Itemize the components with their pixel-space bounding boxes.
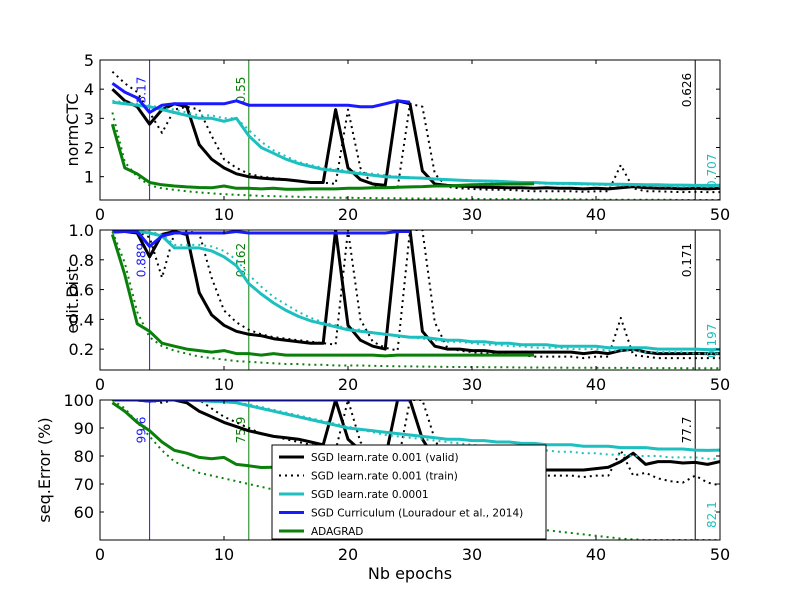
- x-tick-label-1-0: 0: [95, 205, 105, 224]
- y-tick-label-1-0: 1: [84, 168, 94, 187]
- x-tick-label-2-1: 10: [214, 375, 234, 394]
- legend-label-1: SGD learn.rate 0.001 (valid): [311, 452, 459, 464]
- x-tick-label-1-1: 10: [214, 205, 234, 224]
- series-adagrad-line-2: [110, 234, 534, 358]
- panels: 3.17 0.55 0.626 0.707 0 10 20 30 40 50 1 2 3 4 5 normCT…: [35, 51, 730, 564]
- end-label-3-1: 82.1: [705, 501, 719, 528]
- x-tick-label-2-5: 50: [710, 375, 730, 394]
- x-tick-label-1-5: 50: [710, 205, 730, 224]
- x-tick-label-3-3: 30: [462, 545, 482, 564]
- x-tick-label-2-4: 40: [586, 375, 606, 394]
- series-adagradtrain-line-1: [111, 112, 720, 200]
- series-train-line-2: [112, 230, 720, 360]
- legend-label-3: SGD learn.rate 0.0001: [311, 489, 429, 501]
- series-lr0001train-line-1: [112, 99, 720, 188]
- vline-label-1-3: 0.626: [680, 73, 694, 107]
- series-curriculum-line-2: [112, 230, 410, 248]
- x-tick-label-3-4: 40: [586, 545, 606, 564]
- y-tick-label-1-4: 5: [84, 51, 94, 70]
- x-tick-label-1-3: 30: [462, 205, 482, 224]
- y-tick-label-1-2: 3: [84, 109, 94, 128]
- x-tick-label-3-2: 20: [338, 545, 358, 564]
- legend-label-2: SGD learn.rate 0.001 (train): [311, 471, 458, 483]
- y-tick-label-3-1: 70: [74, 475, 94, 494]
- end-label-2-1: 0.197: [705, 324, 719, 358]
- series-valid-line-1: [111, 88, 720, 191]
- y-axis-label-1: normCTC: [63, 94, 82, 167]
- legend-label-5: ADAGRAD: [311, 526, 363, 538]
- y-tick-label-1-1: 2: [84, 139, 94, 158]
- series-lr0001train-line-3: [112, 400, 720, 460]
- x-tick-label-1-4: 40: [586, 205, 606, 224]
- vline-label-1-2: 0.55: [234, 77, 248, 104]
- x-tick-label-3-1: 10: [214, 545, 234, 564]
- vline-label-1-1: 3.17: [135, 77, 149, 104]
- x-tick-label-3-0: 0: [95, 545, 105, 564]
- panel-1: 3.17 0.55 0.626 0.707 0 10 20 30 40 50 1 2 3 4 5 normCT…: [63, 51, 730, 224]
- y-tick-label-2-1: 0.4: [69, 310, 94, 329]
- y-tick-label-2-4: 1.0: [69, 221, 94, 240]
- axes-frame-1: [99, 59, 721, 201]
- x-tick-label-2-0: 0: [95, 375, 105, 394]
- y-axis-label-3: seq.Error (%): [35, 417, 54, 522]
- panel-3: 99.6 75.9 77.782.10 10 20 30 40 5060708090100se…: [35, 391, 730, 564]
- y-tick-label-3-4: 100: [63, 391, 94, 410]
- series-curriculum-line-1: [111, 82, 411, 114]
- x-tick-label-2-2: 20: [338, 375, 358, 394]
- y-tick-label-2-2: 0.6: [69, 281, 94, 300]
- series-adagrad-line-1: [110, 123, 535, 191]
- series-train-line-1: [111, 70, 720, 194]
- y-tick-label-3-3: 90: [74, 419, 94, 438]
- legend-box: [271, 444, 547, 540]
- series-valid-line-3: [112, 400, 720, 472]
- y-tick-label-2-0: 0.2: [69, 340, 94, 359]
- vline-label-3-3: 77.7: [680, 417, 694, 444]
- x-tick-label-3-5: 50: [710, 545, 730, 564]
- y-tick-label-3-0: 60: [74, 503, 94, 522]
- x-tick-label-1-2: 20: [338, 205, 358, 224]
- series-adagradtrain-line-2: [111, 231, 720, 370]
- series-lr0001-line-2: [112, 230, 720, 352]
- x-tick-label-2-3: 30: [462, 375, 482, 394]
- y-tick-label-3-2: 80: [74, 447, 94, 466]
- y-axis-label-2: edit.Dist: [63, 266, 82, 333]
- axes-frame-3: [99, 399, 721, 541]
- vline-label-2-1: 0.889: [135, 243, 149, 277]
- end-label-1-1: 0.707: [705, 154, 719, 188]
- series-valid-line-2: [112, 230, 720, 356]
- axes-frame-2: [99, 229, 721, 371]
- legend-label-4: SGD Curriculum (Louradour et al., 2014): [311, 508, 523, 520]
- series-lr0001-line-1: [112, 100, 720, 187]
- series-group-2: [110, 230, 720, 370]
- series-group-1: [110, 70, 720, 200]
- x-axis-label: Nb epochs: [368, 564, 452, 583]
- y-tick-label-2-3: 0.8: [69, 251, 94, 270]
- vline-label-2-3: 0.171: [680, 243, 694, 277]
- legend: SGD learn.rate 0.001 (valid) SGD learn.ra…: [271, 444, 547, 540]
- y-tick-label-1-3: 4: [84, 80, 94, 99]
